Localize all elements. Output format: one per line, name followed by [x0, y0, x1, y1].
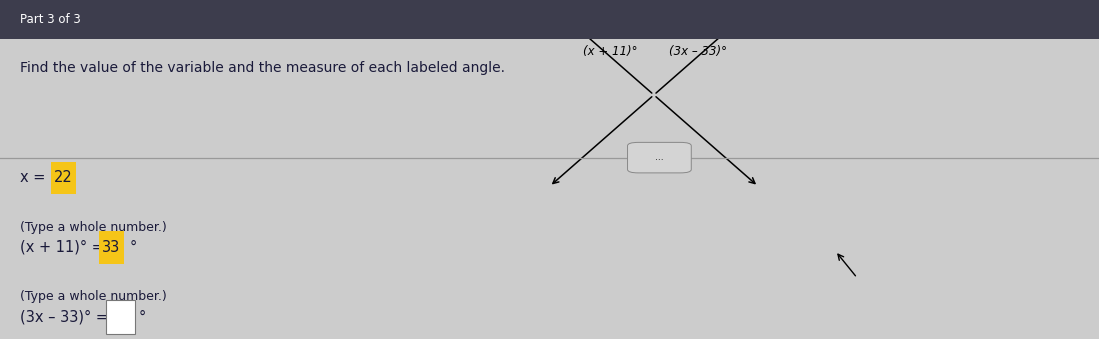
Text: (3x – 33)° =: (3x – 33)° = — [20, 310, 112, 324]
Text: Find the value of the variable and the measure of each labeled angle.: Find the value of the variable and the m… — [20, 61, 504, 75]
Text: °: ° — [130, 240, 137, 255]
Text: x =: x = — [20, 171, 49, 185]
Text: ...: ... — [655, 153, 664, 162]
FancyBboxPatch shape — [106, 300, 135, 334]
FancyBboxPatch shape — [628, 142, 691, 173]
Text: (3x – 33)°: (3x – 33)° — [669, 45, 726, 58]
Text: (x + 11)° =: (x + 11)° = — [20, 240, 109, 255]
Text: (Type a whole number.): (Type a whole number.) — [20, 221, 167, 234]
Text: 22: 22 — [54, 171, 73, 185]
Bar — [0, 0, 1099, 39]
Text: °: ° — [138, 310, 146, 324]
Text: 33: 33 — [102, 240, 121, 255]
Bar — [51, 162, 76, 194]
Text: (x + 11)°: (x + 11)° — [582, 45, 637, 58]
Text: (Type a whole number.): (Type a whole number.) — [20, 290, 167, 303]
Text: Part 3 of 3: Part 3 of 3 — [20, 13, 80, 26]
Bar — [99, 231, 124, 264]
